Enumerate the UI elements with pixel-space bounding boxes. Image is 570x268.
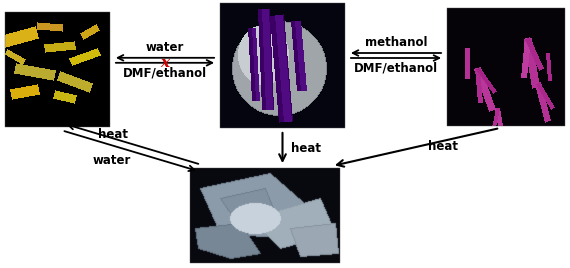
Text: heat: heat bbox=[291, 142, 320, 154]
Text: methanol: methanol bbox=[365, 36, 428, 50]
Text: DMF/ethanol: DMF/ethanol bbox=[354, 61, 438, 75]
Text: water: water bbox=[92, 154, 131, 168]
Bar bbox=[447, 8, 565, 126]
Text: water: water bbox=[146, 41, 184, 54]
Text: heat: heat bbox=[99, 128, 128, 142]
Bar bbox=[220, 3, 345, 128]
Bar bbox=[5, 12, 110, 127]
Text: heat: heat bbox=[428, 140, 458, 154]
Text: x: x bbox=[160, 56, 169, 70]
Text: DMF/ethanol: DMF/ethanol bbox=[123, 66, 207, 79]
Bar bbox=[190, 168, 340, 263]
